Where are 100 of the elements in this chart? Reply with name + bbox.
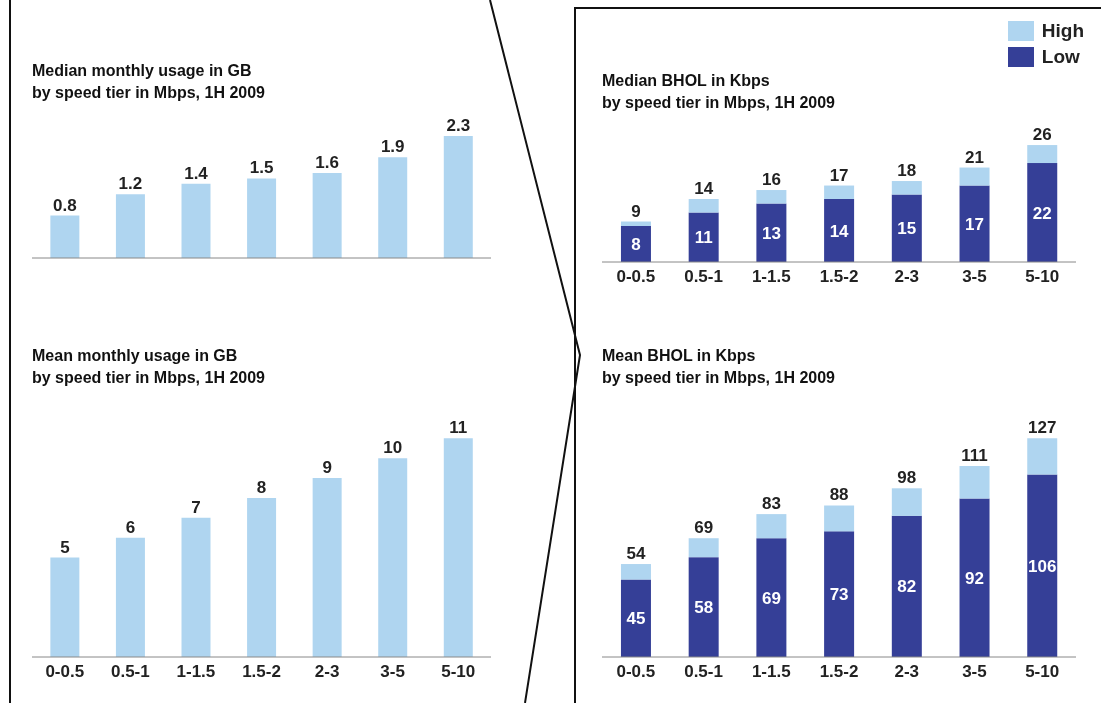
x-tick-label: 3-5 <box>962 267 987 287</box>
total-label: 54 <box>626 544 646 564</box>
data-label: 8 <box>631 235 641 255</box>
data-label: 15 <box>897 219 917 239</box>
data-label: 7 <box>191 497 201 517</box>
bar <box>824 505 855 532</box>
bar <box>688 557 719 657</box>
bar <box>756 514 787 539</box>
total-label: 83 <box>761 494 781 514</box>
data-label: 45 <box>626 609 646 629</box>
data-label: 13 <box>761 223 781 243</box>
x-tick-label: 2-3 <box>894 267 919 287</box>
x-tick-label: 1.5-2 <box>819 267 859 287</box>
x-tick-label: 1-1.5 <box>751 662 791 682</box>
bar <box>443 135 473 258</box>
total-label: 127 <box>1028 418 1057 438</box>
data-label: 73 <box>829 585 849 605</box>
bar <box>959 498 990 657</box>
bar <box>378 458 408 657</box>
total-label: 18 <box>897 161 917 181</box>
bar <box>312 478 342 657</box>
bar <box>688 199 719 213</box>
bar <box>247 497 277 657</box>
x-tick-label: 0.5-1 <box>684 267 723 287</box>
bar <box>959 185 990 262</box>
total-label: 26 <box>1032 125 1052 145</box>
bar <box>115 537 145 657</box>
data-label: 6 <box>125 517 136 537</box>
bar <box>443 438 473 657</box>
bar <box>891 194 922 262</box>
x-tick-label: 1.5-2 <box>819 662 859 682</box>
x-tick-label: 0-0.5 <box>616 662 656 682</box>
bar <box>824 199 855 262</box>
chart-title: Median BHOL in Kbps by speed tier in Mbps, 1H 2009 <box>602 71 836 113</box>
bar <box>50 215 80 258</box>
bar <box>1027 163 1058 262</box>
bar <box>115 194 145 258</box>
bar <box>824 531 855 657</box>
data-label: 1.2 <box>118 174 143 194</box>
total-label: 17 <box>829 165 849 185</box>
bar <box>891 488 922 516</box>
chart-title: Mean BHOL in Kbps by speed tier in Mbps, 1H 2009 <box>602 346 836 388</box>
x-tick-label: 1.5-2 <box>242 662 281 682</box>
x-tick-label: 1-1.5 <box>751 267 791 287</box>
total-label: 21 <box>965 147 984 167</box>
data-label: 1.4 <box>184 163 209 183</box>
data-label: 82 <box>897 577 917 597</box>
data-label: 11 <box>694 228 713 248</box>
bar <box>312 173 342 258</box>
total-label: 14 <box>694 179 714 199</box>
x-tick-label: 3-5 <box>380 662 405 682</box>
x-tick-label: 2-3 <box>894 662 919 682</box>
bar <box>688 538 719 558</box>
legend-label: Low <box>1041 46 1080 68</box>
total-label: 16 <box>761 170 781 190</box>
chart-title: Median monthly usage in GB by speed tier in Mbps, 1H 2009 <box>32 61 266 103</box>
bar <box>50 557 80 657</box>
bar <box>891 181 922 195</box>
total-label: 98 <box>897 468 917 488</box>
data-label: 11 <box>449 418 468 438</box>
data-label: 69 <box>761 588 781 608</box>
data-label: 0.8 <box>53 195 77 215</box>
total-label: 9 <box>631 201 641 221</box>
x-tick-label: 5-10 <box>441 662 476 682</box>
data-label: 106 <box>1028 556 1057 576</box>
bar <box>620 564 651 580</box>
data-label: 9 <box>322 458 332 478</box>
x-tick-label: 3-5 <box>962 662 987 682</box>
data-label: 58 <box>694 598 714 618</box>
bar <box>756 538 787 657</box>
data-label: 17 <box>965 214 984 234</box>
data-label: 8 <box>256 477 267 497</box>
x-tick-label: 2-3 <box>314 662 340 682</box>
bar <box>756 190 787 204</box>
data-label: 10 <box>383 438 403 458</box>
data-label: 22 <box>1032 203 1052 223</box>
x-tick-label: 5-10 <box>1025 267 1060 287</box>
x-tick-label: 0.5-1 <box>110 662 150 682</box>
x-tick-label: 0-0.5 <box>45 662 85 682</box>
x-tick-label: 0.5-1 <box>684 662 723 682</box>
bar <box>824 185 855 200</box>
bar <box>891 515 922 657</box>
data-label: 2.3 <box>446 115 471 135</box>
data-label: 1.5 <box>249 158 274 178</box>
data-label: 1.9 <box>380 137 405 157</box>
bar <box>959 465 990 499</box>
total-label: 88 <box>829 485 849 505</box>
bar <box>181 517 211 657</box>
data-label: 14 <box>829 221 850 241</box>
data-label: 92 <box>965 568 984 588</box>
legend-label: High <box>1041 20 1084 42</box>
bar <box>247 178 277 258</box>
data-label: 1.6 <box>315 153 339 173</box>
x-tick-label: 0-0.5 <box>616 267 656 287</box>
bar <box>959 167 990 186</box>
x-tick-label: 5-10 <box>1025 662 1060 682</box>
total-label: 111 <box>961 445 988 465</box>
total-label: 69 <box>694 518 714 538</box>
x-tick-label: 1-1.5 <box>176 662 216 682</box>
bar <box>1027 438 1058 475</box>
